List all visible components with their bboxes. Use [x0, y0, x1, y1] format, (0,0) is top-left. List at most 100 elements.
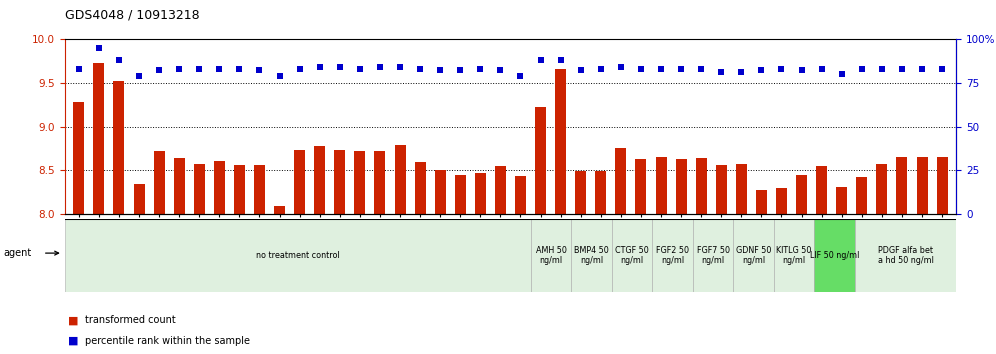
Point [934, 66, 950, 72]
Bar [635, 159, 646, 214]
Point [412, 66, 428, 72]
Bar [916, 157, 927, 214]
Point [513, 73, 529, 79]
Point [713, 69, 729, 75]
Bar [857, 177, 868, 214]
Point [633, 66, 649, 72]
Bar [616, 148, 626, 214]
Point [834, 71, 850, 77]
Bar [876, 164, 887, 214]
Point [151, 68, 167, 73]
Bar [572, 219, 612, 292]
Point [653, 66, 669, 72]
Bar [693, 219, 733, 292]
Bar [716, 165, 727, 214]
Bar [335, 150, 346, 214]
Point [472, 66, 488, 72]
Bar [374, 151, 385, 214]
Point [332, 64, 348, 70]
Text: ■: ■ [68, 315, 79, 325]
Point [452, 68, 468, 73]
Point [873, 66, 889, 72]
Text: PDGF alfa bet
a hd 50 ng/ml: PDGF alfa bet a hd 50 ng/ml [877, 246, 933, 266]
Bar [576, 171, 587, 214]
Bar [515, 177, 526, 214]
Bar [816, 166, 827, 214]
Bar [837, 187, 848, 214]
Bar [173, 158, 184, 214]
Text: KITLG 50
ng/ml: KITLG 50 ng/ml [777, 246, 812, 266]
Bar [796, 175, 807, 214]
Point [553, 57, 569, 63]
Bar [756, 190, 767, 214]
Point [774, 66, 790, 72]
Bar [612, 219, 652, 292]
Point [272, 73, 288, 79]
Text: transformed count: transformed count [85, 315, 175, 325]
Bar [495, 166, 506, 214]
Bar [214, 161, 225, 214]
Point [352, 66, 368, 72]
Text: GDNF 50
ng/ml: GDNF 50 ng/ml [736, 246, 771, 266]
Point [91, 45, 107, 51]
Point [854, 66, 870, 72]
Bar [133, 183, 144, 214]
Text: LIF 50 ng/ml: LIF 50 ng/ml [810, 251, 860, 260]
Bar [355, 151, 366, 214]
Bar [294, 150, 305, 214]
Bar [194, 164, 205, 214]
Point [131, 73, 147, 79]
Bar [774, 219, 815, 292]
Bar [936, 157, 947, 214]
Point [312, 64, 328, 70]
Point [231, 66, 247, 72]
Point [111, 57, 126, 63]
Text: ■: ■ [68, 336, 79, 346]
Point [252, 68, 268, 73]
Text: FGF2 50
ng/ml: FGF2 50 ng/ml [656, 246, 689, 266]
Text: BMP4 50
ng/ml: BMP4 50 ng/ml [574, 246, 609, 266]
Point [733, 69, 749, 75]
Point [593, 66, 609, 72]
Point [191, 66, 207, 72]
Bar [314, 146, 326, 214]
Bar [596, 171, 607, 214]
Bar [254, 165, 265, 214]
Bar [414, 162, 425, 214]
Bar [535, 107, 546, 214]
Point [693, 66, 709, 72]
Bar [776, 188, 787, 214]
Bar [736, 164, 747, 214]
Point [673, 66, 689, 72]
Bar [74, 102, 85, 214]
Bar [555, 69, 566, 214]
Bar [394, 145, 405, 214]
Text: no treatment control: no treatment control [256, 251, 340, 260]
Text: FGF7 50
ng/ml: FGF7 50 ng/ml [696, 246, 729, 266]
Point [171, 66, 187, 72]
Bar [434, 170, 445, 214]
Bar [733, 219, 774, 292]
Point [894, 66, 910, 72]
Text: percentile rank within the sample: percentile rank within the sample [85, 336, 250, 346]
Point [372, 64, 387, 70]
Point [211, 66, 227, 72]
Text: AMH 50
ng/ml: AMH 50 ng/ml [536, 246, 567, 266]
Bar [695, 158, 707, 214]
Point [432, 68, 448, 73]
Text: GDS4048 / 10913218: GDS4048 / 10913218 [65, 9, 199, 22]
Bar [475, 173, 486, 214]
Point [914, 66, 930, 72]
Point [492, 68, 508, 73]
Point [814, 66, 830, 72]
Point [794, 68, 810, 73]
Bar [455, 175, 466, 214]
Point [573, 68, 589, 73]
Bar [675, 159, 686, 214]
Bar [896, 157, 907, 214]
Bar [274, 206, 285, 214]
Point [753, 68, 769, 73]
Point [392, 64, 408, 70]
Bar [234, 165, 245, 214]
Bar [655, 157, 666, 214]
